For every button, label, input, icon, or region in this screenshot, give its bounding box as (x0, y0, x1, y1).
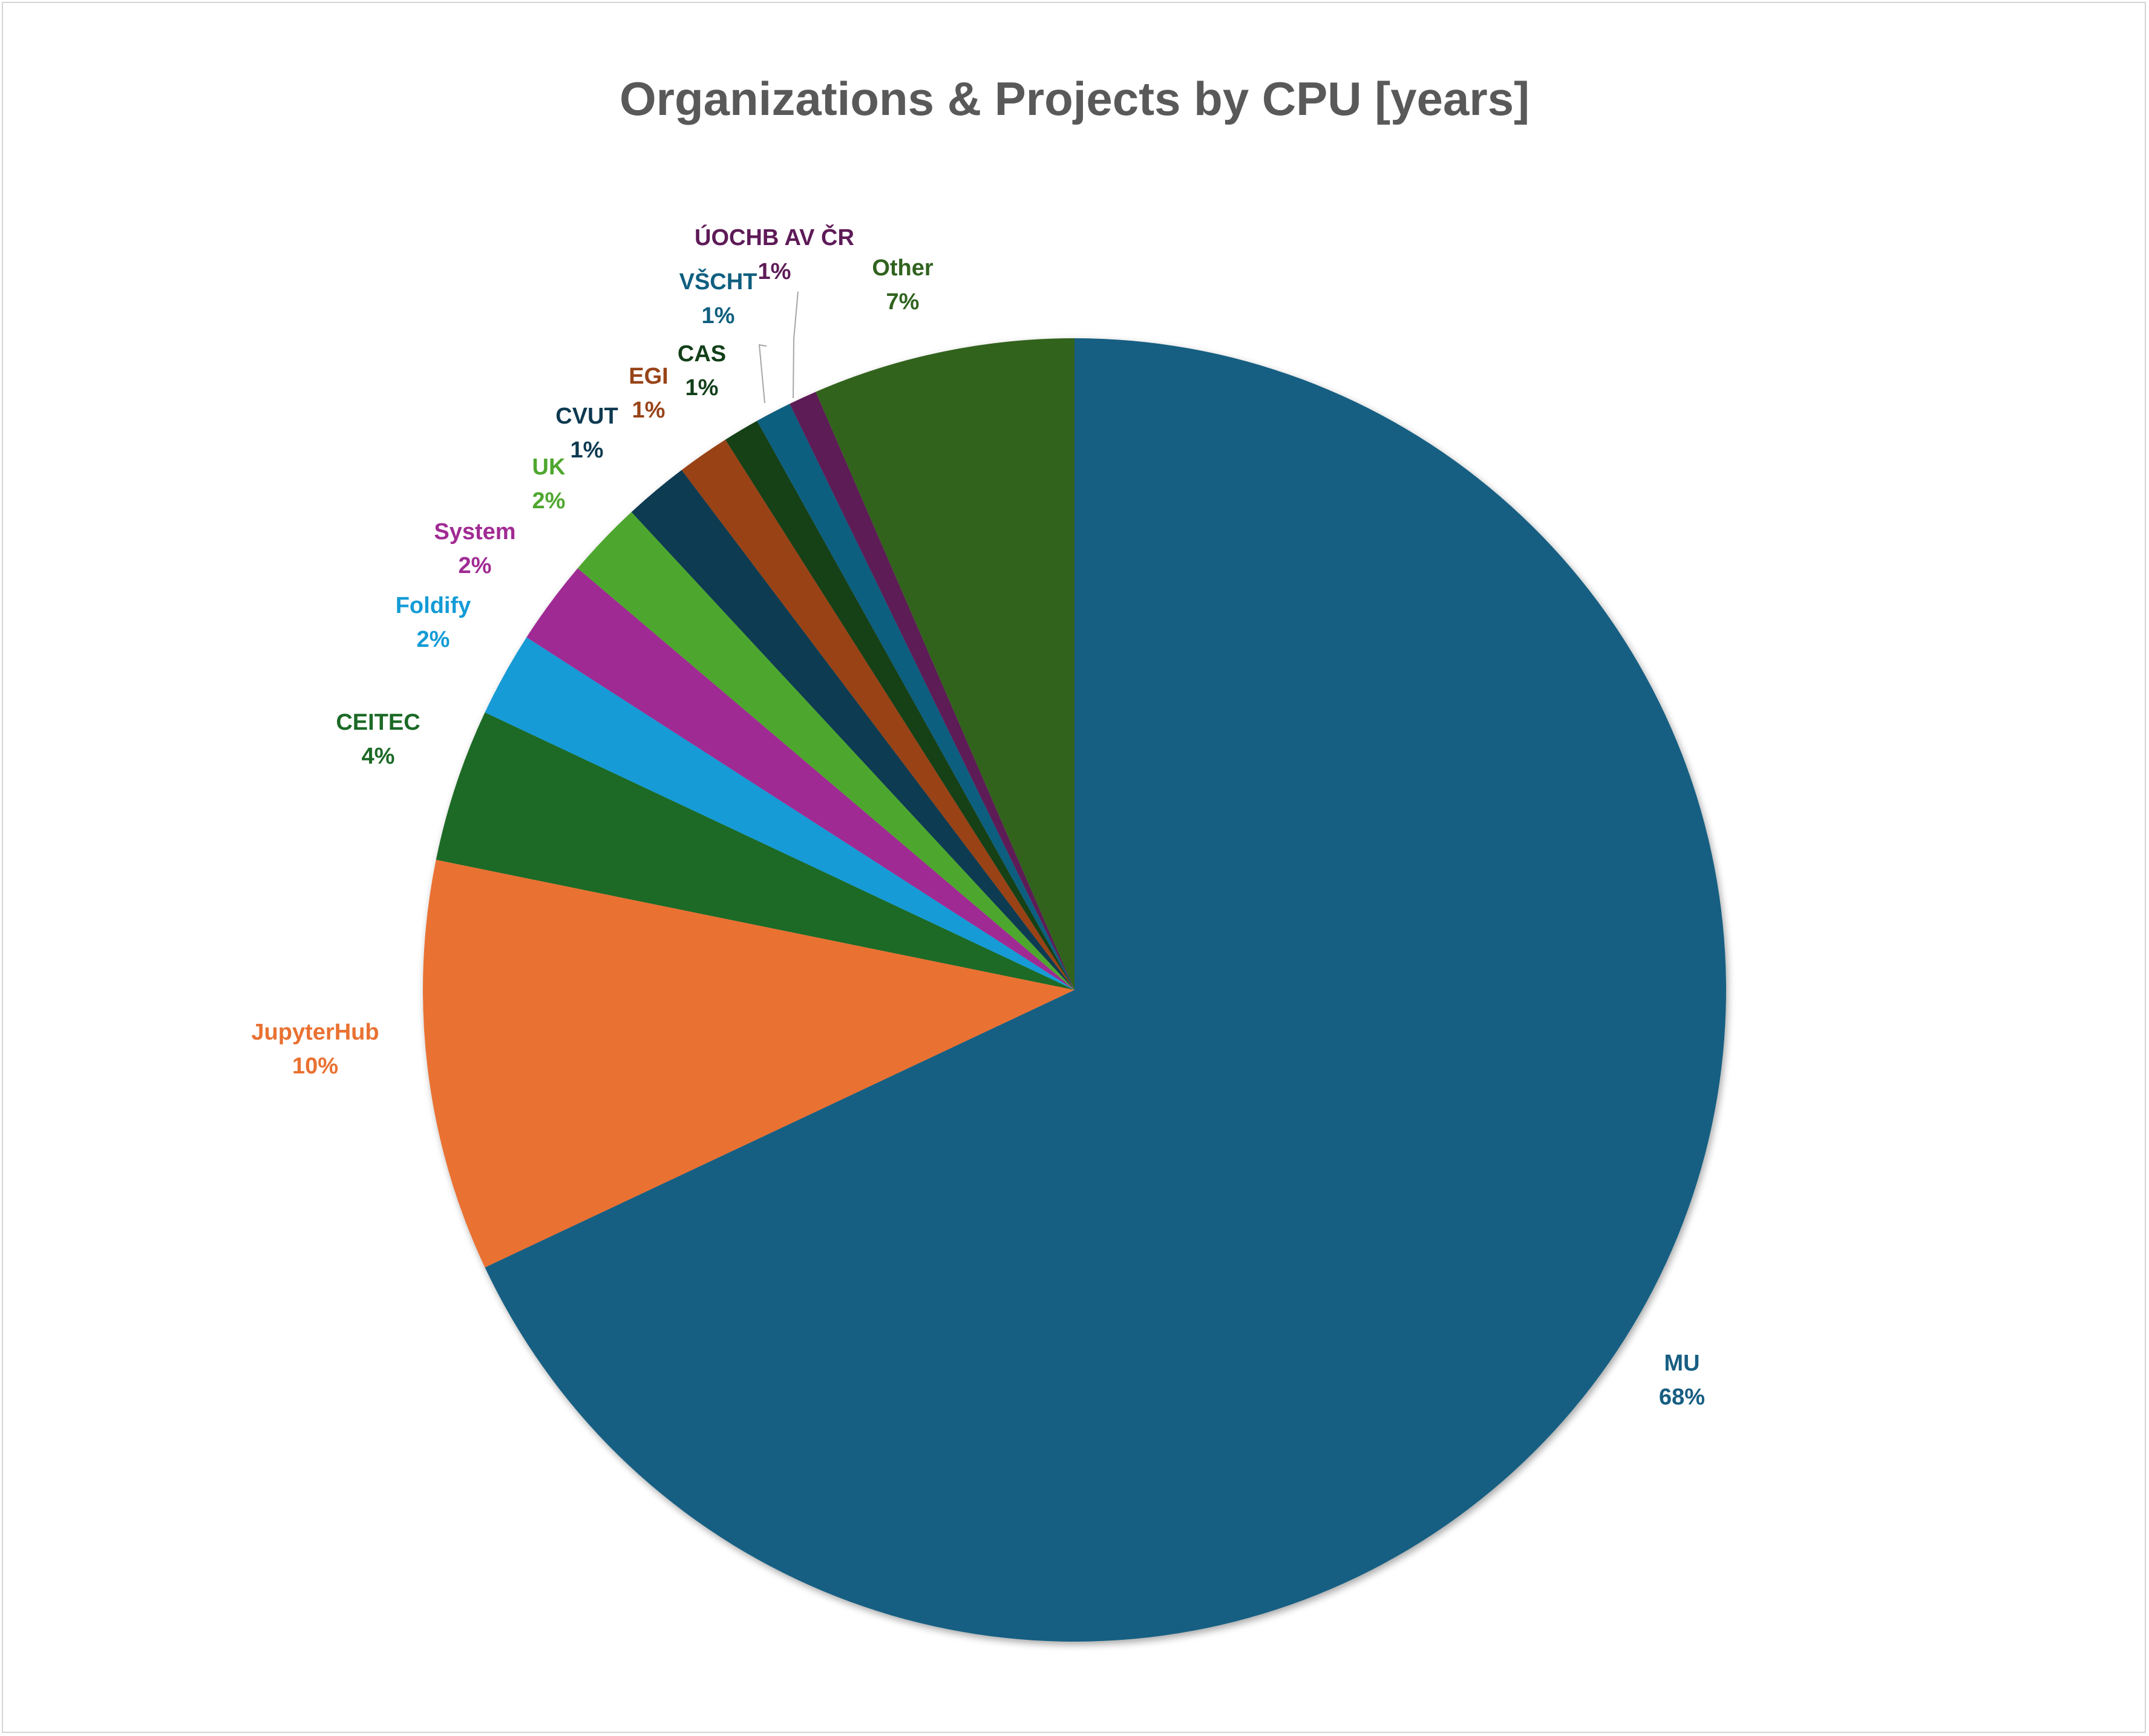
slice-label-name: JupyterHub (251, 1020, 379, 1045)
slice-label: Other 7% (872, 255, 934, 315)
slice-label-name: System (434, 519, 515, 545)
slice-label: ÚOCHB AV ČR 1% (695, 223, 854, 284)
slice-foldify (485, 637, 1074, 990)
slice-labels: MU 68%JupyterHub 10%CEITEC 4%Foldify 2%Syste… (251, 223, 1705, 1410)
slice-label-percent: 2% (417, 627, 450, 652)
slice-label-name: CEITEC (336, 710, 420, 735)
pie-slices (423, 338, 1727, 1642)
slice-label: System 2% (434, 519, 515, 578)
slice-label: CAS 1% (678, 341, 726, 401)
slice-mu (485, 338, 1727, 1642)
slice-label-name: EGI (629, 364, 668, 389)
leader-lines (758, 291, 799, 404)
slice-label: MU 68% (1659, 1351, 1705, 1410)
slice-label: CVUT 1% (555, 404, 618, 463)
slice-label: EGI 1% (629, 364, 668, 423)
slice-label-name: CVUT (555, 404, 618, 429)
slice-label-percent: 68% (1659, 1384, 1705, 1410)
slice-label-percent: 1% (632, 398, 666, 423)
chart-title: Organizations & Projects by CPU [years] (619, 72, 1530, 125)
slice-label-percent: 1% (758, 259, 791, 284)
slice-label: VŠCHT 1% (679, 267, 757, 329)
slice-label-name: ÚOCHB AV ČR (695, 223, 854, 251)
slice-label-percent: 1% (571, 437, 604, 463)
slice-label-percent: 4% (362, 744, 395, 769)
slice-label-name: Other (872, 255, 934, 281)
slice-egi (681, 439, 1074, 990)
slice-label-percent: 1% (702, 303, 735, 329)
slice-ceitec (436, 712, 1075, 990)
slice-label-percent: 2% (532, 488, 566, 514)
leader-line (793, 291, 799, 399)
slice-label-percent: 1% (685, 375, 719, 401)
slice-label-percent: 7% (886, 289, 920, 315)
slice-label-name: VŠCHT (679, 267, 757, 295)
slice-label: UK 2% (532, 454, 566, 514)
slice-jupyterhub (423, 859, 1074, 1268)
slice-label-name: UK (532, 454, 566, 480)
slice-všcht (757, 404, 1074, 990)
slice-label-name: Foldify (396, 593, 471, 618)
slice-label: Foldify 2% (396, 593, 471, 652)
slice-system (526, 568, 1074, 990)
slice-label-percent: 2% (459, 553, 492, 578)
slice-label: JupyterHub 10% (251, 1020, 379, 1079)
slice-cas (725, 421, 1074, 990)
slice-uk (577, 512, 1074, 990)
slice-label-name: MU (1664, 1351, 1699, 1376)
slice-other (816, 338, 1074, 990)
slice-label-percent: 10% (292, 1053, 338, 1079)
leader-line (758, 344, 767, 404)
slice-cvut (631, 470, 1074, 990)
slice-label: CEITEC 4% (336, 710, 420, 769)
slice-úochb-av-čr (790, 391, 1074, 990)
slice-label-name: CAS (678, 341, 726, 367)
